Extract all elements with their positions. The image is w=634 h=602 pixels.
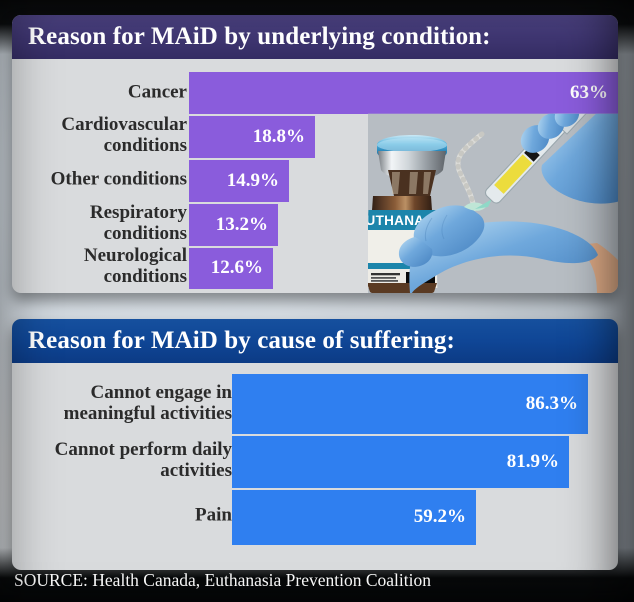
svg-text:EUTHANASIA: EUTHANASIA bbox=[356, 213, 448, 228]
